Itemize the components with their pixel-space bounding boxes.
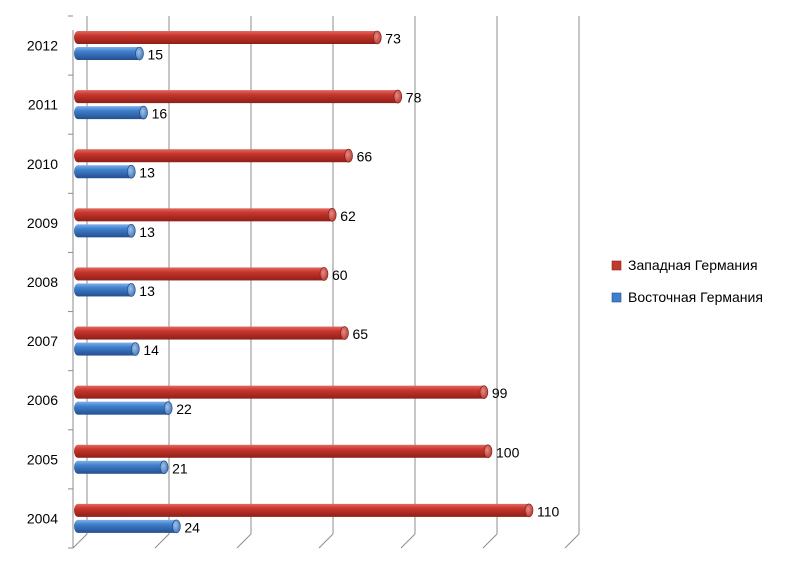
data-label-west-2004: 110: [537, 503, 560, 519]
floor-line-0: [72, 533, 88, 549]
y-axis: 2004 2005 2006 2007 2008 2009 2010 2011 2012: [27, 15, 88, 549]
data-label-west-2005: 100: [496, 444, 520, 460]
floor-line-80: [400, 533, 416, 549]
bar-west-2007: [74, 326, 349, 340]
data-label-west-2008: 60: [332, 267, 348, 283]
y-tick-label-2006: 2006: [27, 392, 58, 408]
data-label-west-2006: 99: [492, 385, 508, 401]
bar-east-2006: [74, 401, 173, 415]
bars: [74, 30, 534, 534]
floor-line-60: [318, 533, 334, 549]
bar-east-2009: [74, 224, 136, 238]
data-label-east-2004: 24: [184, 519, 200, 535]
data-label-east-2007: 14: [143, 342, 159, 358]
y-tick-label-2011: 2011: [28, 97, 58, 113]
bar-east-2011: [74, 105, 148, 120]
bar-west-2009: [74, 208, 337, 222]
bar-west-2004: [74, 503, 534, 518]
bar-west-2006: [74, 385, 489, 399]
y-tick-label-2004: 2004: [27, 510, 58, 526]
y-tick-label-2007: 2007: [27, 333, 58, 349]
bar-west-2005: [74, 444, 493, 459]
bar-east-2008: [74, 283, 136, 297]
bar-west-2010: [74, 148, 353, 163]
bar-east-2012: [74, 46, 144, 61]
data-label-west-2010: 66: [357, 149, 373, 165]
legend-item-west: Западная Германия: [611, 257, 758, 273]
legend: Западная Германия Восточная Германия: [611, 257, 763, 305]
bar-east-2010: [74, 164, 136, 179]
data-label-east-2009: 13: [139, 224, 155, 240]
data-label-east-2006: 22: [176, 401, 192, 417]
legend-label: Восточная Германия: [628, 289, 763, 305]
y-tick-label-2008: 2008: [27, 274, 58, 290]
data-label-east-2011: 16: [152, 106, 168, 122]
data-label-west-2012: 73: [385, 31, 401, 47]
legend-swatch: [611, 292, 622, 303]
bar-east-2005: [74, 460, 169, 475]
data-label-west-2007: 65: [353, 326, 369, 342]
data-label-east-2012: 15: [148, 47, 164, 63]
data-label-east-2010: 13: [139, 165, 155, 181]
y-tick-label-2005: 2005: [27, 451, 58, 467]
data-labels: 110 24 100 21 99 22 65 14 60 13 62 13 66 13 78 16 73 15: [139, 31, 559, 536]
floor-line-100: [482, 533, 498, 549]
bar-east-2004: [74, 519, 181, 534]
floor-line-120: [564, 533, 580, 549]
y-tick-label-2009: 2009: [27, 215, 58, 231]
data-label-east-2008: 13: [139, 283, 155, 299]
floor-line-20: [154, 533, 170, 549]
legend-item-east: Восточная Германия: [611, 289, 763, 305]
bar-west-2011: [74, 89, 403, 104]
bar-east-2007: [74, 342, 140, 356]
floor-line-40: [236, 533, 252, 549]
bar-west-2012: [74, 30, 382, 45]
legend-label: Западная Германия: [628, 257, 758, 273]
bar-west-2008: [74, 267, 329, 281]
y-tick-label-2010: 2010: [27, 156, 58, 172]
data-label-east-2005: 21: [172, 460, 188, 476]
data-label-west-2011: 78: [406, 90, 422, 106]
data-label-west-2009: 62: [340, 208, 356, 224]
legend-swatch: [611, 260, 622, 271]
y-tick-label-2012: 2012: [27, 38, 58, 54]
